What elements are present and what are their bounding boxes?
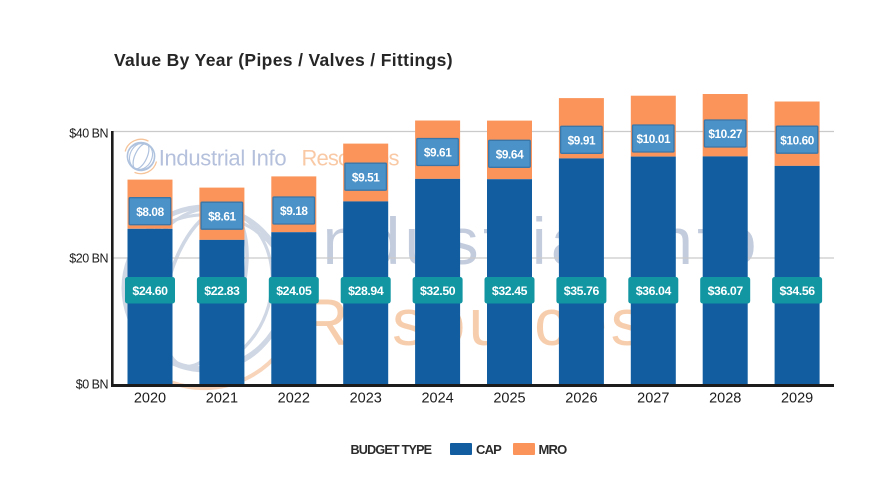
- svg-text:$8.61: $8.61: [208, 209, 236, 223]
- svg-text:$9.61: $9.61: [424, 146, 452, 160]
- svg-text:$10.27: $10.27: [708, 127, 743, 141]
- svg-text:$0 BN: $0 BN: [76, 378, 109, 392]
- svg-text:$34.56: $34.56: [779, 284, 815, 298]
- svg-text:$32.45: $32.45: [492, 284, 528, 298]
- svg-text:2022: 2022: [278, 391, 310, 407]
- svg-text:$40 BN: $40 BN: [69, 127, 108, 141]
- svg-text:$9.51: $9.51: [352, 170, 380, 184]
- svg-text:$28.94: $28.94: [348, 284, 384, 298]
- svg-text:2024: 2024: [421, 391, 453, 407]
- svg-text:2020: 2020: [134, 391, 166, 407]
- svg-text:Industrial Info: Industrial Info: [159, 146, 287, 171]
- svg-text:2021: 2021: [206, 391, 238, 407]
- svg-text:$20 BN: $20 BN: [69, 251, 108, 265]
- svg-text:2029: 2029: [781, 391, 813, 407]
- svg-text:2027: 2027: [637, 391, 669, 407]
- svg-text:$9.91: $9.91: [568, 133, 596, 147]
- svg-text:$35.76: $35.76: [564, 284, 600, 298]
- svg-text:$22.83: $22.83: [204, 284, 240, 298]
- svg-text:2028: 2028: [709, 391, 741, 407]
- svg-text:2023: 2023: [350, 391, 382, 407]
- svg-text:$9.64: $9.64: [496, 147, 524, 161]
- svg-text:2026: 2026: [565, 391, 597, 407]
- svg-text:$32.50: $32.50: [420, 284, 456, 298]
- svg-text:$36.04: $36.04: [636, 284, 672, 298]
- svg-text:$24.60: $24.60: [132, 284, 168, 298]
- svg-text:$36.07: $36.07: [708, 284, 744, 298]
- svg-text:CAP: CAP: [476, 442, 502, 457]
- svg-text:$8.08: $8.08: [136, 205, 164, 219]
- svg-text:$24.05: $24.05: [276, 284, 312, 298]
- svg-text:Value By Year (Pipes / Valves: Value By Year (Pipes / Valves / Fittings…: [114, 50, 453, 70]
- svg-text:MRO: MRO: [539, 442, 568, 457]
- svg-text:$10.01: $10.01: [636, 132, 671, 146]
- svg-text:BUDGET TYPE: BUDGET TYPE: [351, 443, 432, 457]
- svg-text:2025: 2025: [493, 391, 525, 407]
- svg-text:$9.18: $9.18: [280, 204, 308, 218]
- svg-text:$10.60: $10.60: [780, 133, 815, 147]
